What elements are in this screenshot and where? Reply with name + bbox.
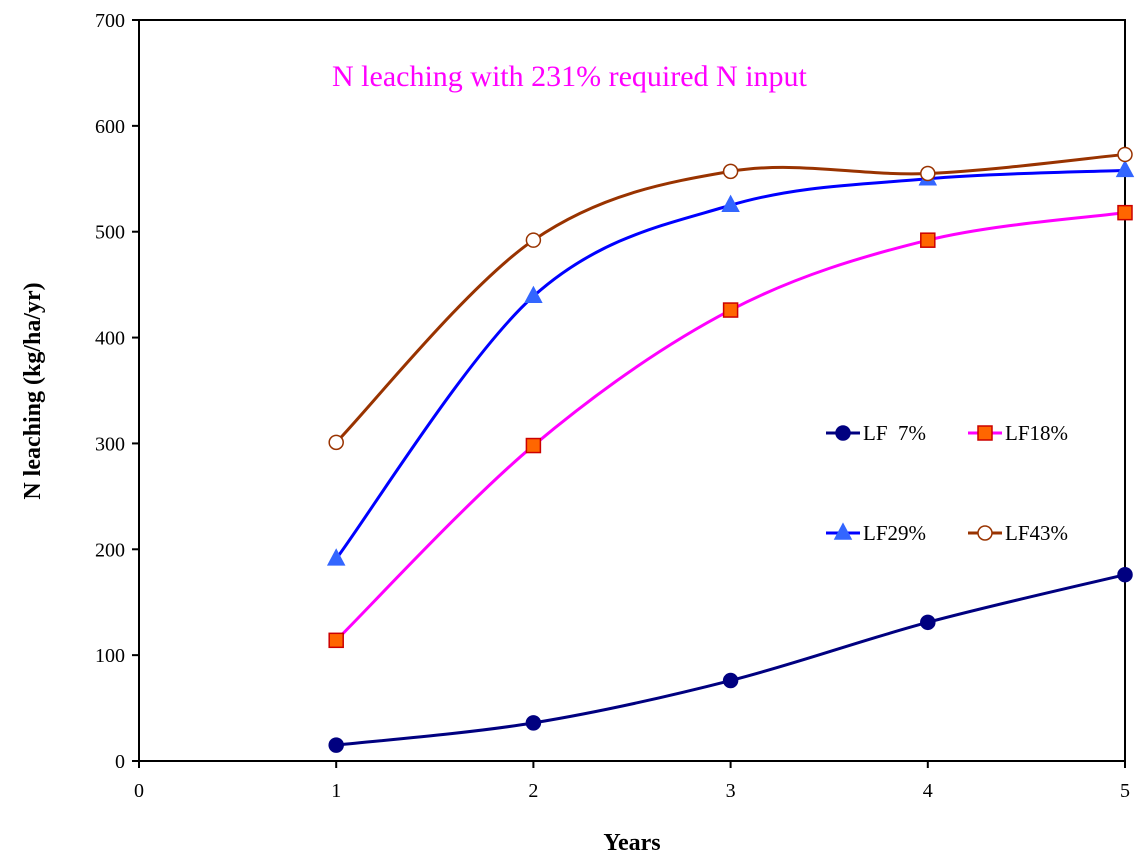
series-3-point [721,194,740,212]
series-1-point [722,672,739,689]
x-tick-label: 5 [1120,780,1130,802]
series-2 [328,204,1133,649]
legend-label: LF43% [1005,521,1068,545]
series-1-point [328,737,344,753]
legend-item: LF29% [826,521,926,545]
series-3-point [326,548,346,566]
y-tick-label: 500 [95,222,125,244]
series-4-point [525,232,542,248]
legend: LF 7% LF18% LF29% LF43% [826,421,1068,545]
x-tick-label: 4 [923,780,933,802]
x-tick-label: 1 [331,780,341,802]
series-4-point [722,163,739,180]
x-tick-label: 3 [726,780,736,802]
series-3-point [1115,159,1135,178]
series-1-point [920,614,936,631]
series-1 [328,566,1133,753]
x-axis: 0 1 2 3 4 5 [134,761,1130,802]
x-axis-title: Years [603,830,660,856]
legend-item: LF 7% [826,421,926,445]
series-2-point [328,632,344,649]
y-tick-label: 300 [95,433,125,455]
x-tick-label: 0 [134,780,144,802]
legend-label: LF18% [1005,421,1068,445]
legend-marker [977,525,993,541]
series-3-point [524,285,543,304]
series-1-point [1117,566,1133,583]
y-axis: 0 100 200 300 400 500 600 700 [95,10,139,773]
x-tick-label: 2 [528,780,538,802]
series-3 [326,159,1135,566]
y-tick-label: 600 [95,116,125,138]
series-1-point [525,715,542,731]
series-4-point [1117,146,1133,163]
y-tick-label: 400 [95,328,125,350]
series-2-point [1117,204,1133,221]
legend-item: LF18% [968,421,1068,445]
y-tick-label: 100 [95,645,125,667]
series-2-point [525,437,542,454]
legend-item: LF43% [968,521,1068,545]
series-3-line [335,168,1126,560]
series-4-point [328,434,344,451]
y-tick-label: 200 [95,539,125,561]
legend-marker [977,425,993,441]
series-layer [326,146,1135,753]
series-4-point [920,165,936,182]
y-tick-label: 700 [95,10,125,32]
y-axis-title: N leaching (kg/ha/yr) [20,282,46,499]
series-4 [328,146,1133,451]
plot-area [138,19,1126,762]
chart-title: N leaching with 231% required N input [332,60,808,93]
legend-marker [835,425,851,441]
series-2-point [722,302,739,318]
legend-label: LF 7% [863,421,926,445]
legend-marker [833,522,853,540]
legend-label: LF29% [863,521,926,545]
series-2-point [920,232,936,248]
y-tick-label: 0 [115,751,125,773]
